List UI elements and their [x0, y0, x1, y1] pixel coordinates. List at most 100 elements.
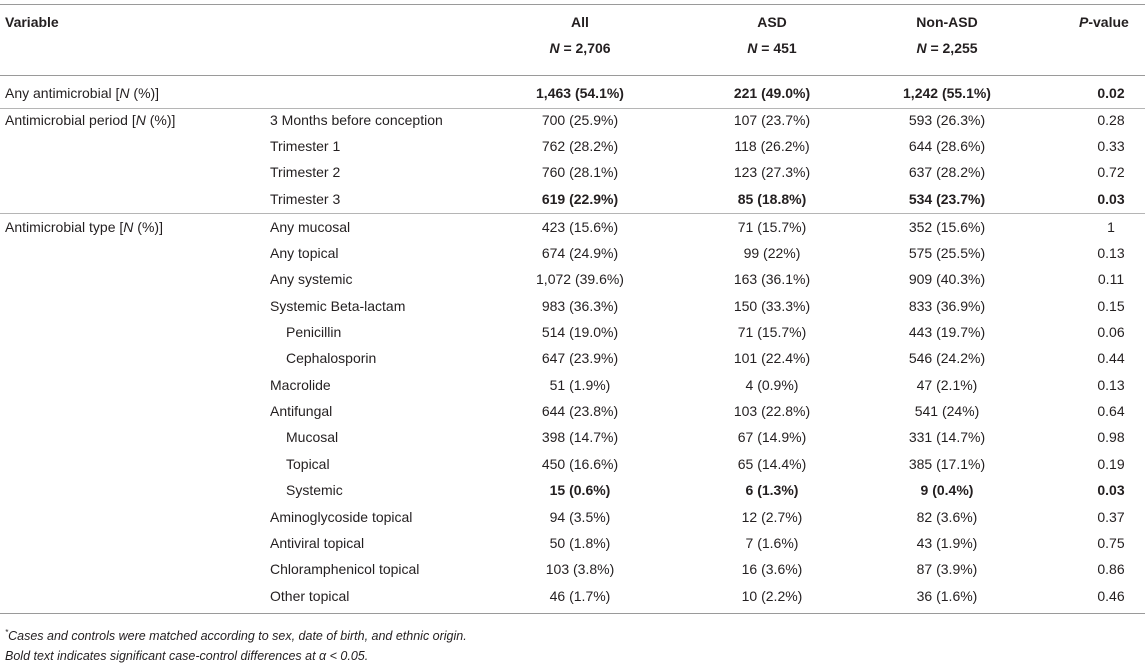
row-sub-label: Trimester 2	[270, 164, 341, 180]
row-group-label: Antimicrobial period [N (%)]	[5, 112, 176, 128]
row-pvalue: 0.64	[1097, 403, 1125, 419]
row-asd-value: 7 (1.6%)	[745, 535, 799, 551]
footnote-marker: *	[5, 627, 9, 637]
row-sub-label: Systemic	[286, 482, 343, 498]
row-pvalue: 0.11	[1097, 271, 1125, 287]
row-all-value: 1,072 (39.6%)	[536, 271, 624, 287]
row-asd-value: 150 (33.3%)	[733, 298, 811, 314]
row-asd-value: 4 (0.9%)	[745, 377, 799, 393]
row-all-value: 1,463 (54.1%)	[536, 85, 624, 101]
row-pvalue: 0.13	[1097, 377, 1125, 393]
row-nonasd-value: 9 (0.4%)	[920, 482, 974, 498]
row-asd-value: 101 (22.4%)	[733, 350, 811, 366]
row-pvalue: 0.75	[1097, 535, 1125, 551]
row-pvalue: 0.15	[1097, 298, 1125, 314]
row-nonasd-value: 575 (25.5%)	[908, 245, 986, 261]
row-pvalue: 0.86	[1097, 561, 1125, 577]
row-pvalue: 0.03	[1097, 482, 1125, 498]
row-asd-value: 71 (15.7%)	[737, 219, 807, 235]
row-all-value: 644 (23.8%)	[541, 403, 619, 419]
row-sub-label: Trimester 1	[270, 138, 341, 154]
row-sub-label: Any topical	[270, 245, 339, 261]
row-pvalue: 0.02	[1097, 85, 1125, 101]
row-asd-value: 12 (2.7%)	[741, 509, 803, 525]
row-nonasd-value: 385 (17.1%)	[908, 456, 986, 472]
row-all-value: 619 (22.9%)	[541, 191, 619, 207]
row-sub-label: Trimester 3	[270, 191, 341, 207]
row-nonasd-value: 637 (28.2%)	[908, 164, 986, 180]
row-all-value: 423 (15.6%)	[541, 219, 619, 235]
row-all-value: 103 (3.8%)	[545, 561, 615, 577]
row-nonasd-value: 443 (19.7%)	[908, 324, 986, 340]
group-rule-1	[0, 108, 1145, 109]
row-sub-label: Macrolide	[270, 377, 331, 393]
row-pvalue: 1	[1107, 219, 1115, 235]
header-asd-n: N = 451	[692, 39, 852, 57]
row-nonasd-value: 644 (28.6%)	[908, 138, 986, 154]
row-asd-value: 85 (18.8%)	[737, 191, 807, 207]
row-sub-label: Mucosal	[286, 429, 339, 445]
row-asd-value: 99 (22%)	[743, 245, 801, 261]
header-asd-n-text: N = 451	[747, 40, 797, 56]
header-all-n: N = 2,706	[500, 39, 660, 57]
row-sub-label: Penicillin	[286, 324, 342, 340]
row-pvalue: 0.33	[1097, 138, 1125, 154]
row-asd-value: 16 (3.6%)	[741, 561, 803, 577]
row-sub-label: 3 Months before conception	[270, 112, 443, 128]
row-all-value: 94 (3.5%)	[549, 509, 611, 525]
row-asd-value: 6 (1.3%)	[745, 482, 799, 498]
row-nonasd-value: 909 (40.3%)	[908, 271, 986, 287]
footnote-1-text: Cases and controls were matched accordin…	[8, 629, 467, 643]
header-all-n-text: N = 2,706	[549, 40, 611, 56]
row-all-value: 760 (28.1%)	[541, 164, 619, 180]
row-sub-label: Any mucosal	[270, 219, 351, 235]
row-pvalue: 0.03	[1097, 191, 1125, 207]
row-all-value: 514 (19.0%)	[541, 324, 619, 340]
row-all-value: 46 (1.7%)	[549, 588, 611, 604]
row-pvalue: 0.06	[1097, 324, 1125, 340]
row-asd-value: 10 (2.2%)	[741, 588, 803, 604]
row-pvalue: 0.19	[1097, 456, 1125, 472]
row-pvalue: 0.46	[1097, 588, 1125, 604]
row-all-value: 762 (28.2%)	[541, 138, 619, 154]
row-nonasd-value: 331 (14.7%)	[908, 429, 986, 445]
row-asd-value: 65 (14.4%)	[737, 456, 807, 472]
row-group-label: Any antimicrobial [N (%)]	[5, 85, 160, 101]
bottom-rule	[0, 613, 1145, 614]
row-pvalue: 0.37	[1097, 509, 1125, 525]
row-pvalue: 0.28	[1097, 112, 1125, 128]
row-asd-value: 221 (49.0%)	[733, 85, 811, 101]
row-sub-label: Topical	[286, 456, 330, 472]
row-all-value: 674 (24.9%)	[541, 245, 619, 261]
header-pvalue: P-value	[1079, 14, 1129, 30]
row-nonasd-value: 82 (3.6%)	[916, 509, 978, 525]
header-variable: Variable	[5, 14, 59, 30]
row-nonasd-value: 36 (1.6%)	[916, 588, 978, 604]
row-sub-label: Aminoglycoside topical	[270, 509, 413, 525]
row-nonasd-value: 352 (15.6%)	[908, 219, 986, 235]
row-all-value: 50 (1.8%)	[549, 535, 611, 551]
footnote-2: Bold text indicates significant case-con…	[5, 649, 369, 663]
row-sub-label: Cephalosporin	[286, 350, 377, 366]
header-nonasd-n-text: N = 2,255	[916, 40, 978, 56]
row-nonasd-value: 546 (24.2%)	[908, 350, 986, 366]
row-nonasd-value: 541 (24%)	[914, 403, 980, 419]
row-pvalue: 0.13	[1097, 245, 1125, 261]
row-asd-value: 67 (14.9%)	[737, 429, 807, 445]
row-asd-value: 118 (26.2%)	[734, 138, 810, 154]
row-sub-label: Any systemic	[270, 271, 353, 287]
footnote-1: *Cases and controls were matched accordi…	[5, 628, 467, 644]
row-nonasd-value: 43 (1.9%)	[916, 535, 978, 551]
row-sub-label: Antifungal	[270, 403, 333, 419]
header-asd: ASD	[757, 14, 787, 30]
row-nonasd-value: 534 (23.7%)	[908, 191, 986, 207]
row-nonasd-value: 593 (26.3%)	[908, 112, 986, 128]
row-pvalue: 0.72	[1097, 164, 1125, 180]
header-all: All	[571, 14, 589, 30]
row-asd-value: 123 (27.3%)	[733, 164, 811, 180]
row-all-value: 647 (23.9%)	[541, 350, 619, 366]
group-rule-2	[0, 213, 1145, 214]
row-sub-label: Chloramphenicol topical	[270, 561, 420, 577]
header-rule	[0, 75, 1145, 76]
header-nonasd: Non-ASD	[916, 14, 978, 30]
